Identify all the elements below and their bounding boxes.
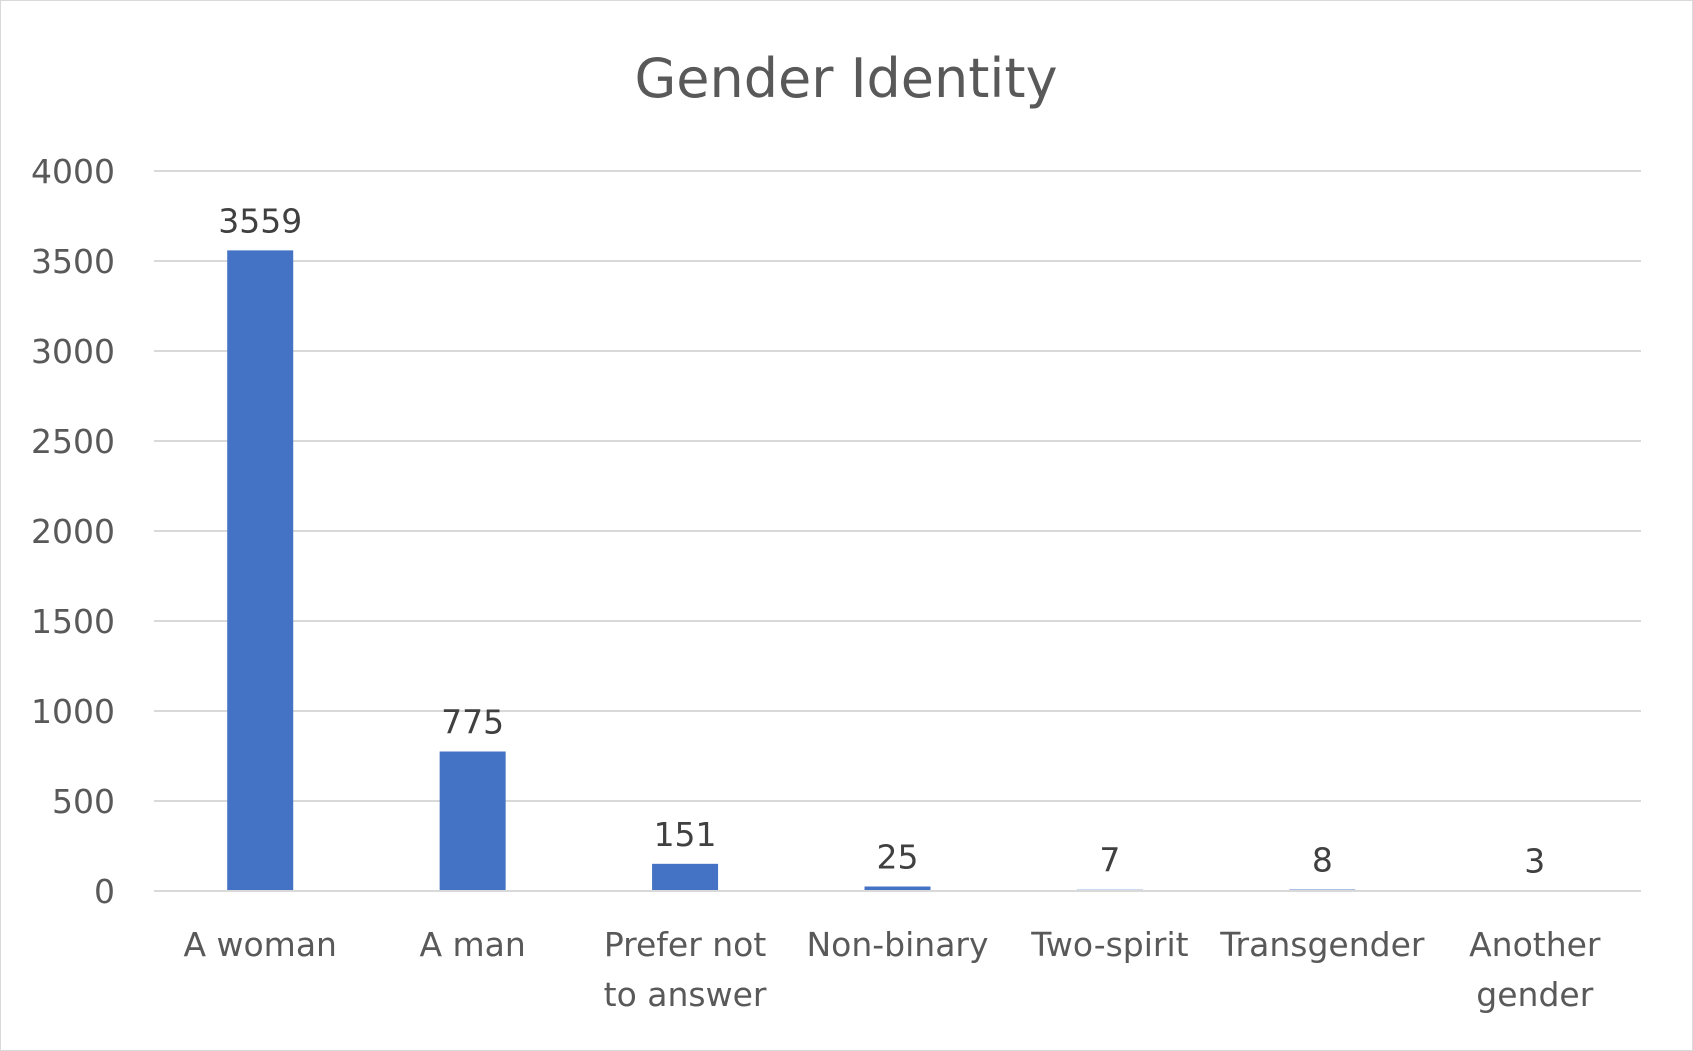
y-tick-label: 1000 (31, 692, 115, 731)
data-label: 775 (441, 703, 504, 742)
data-label: 3 (1524, 841, 1545, 880)
chart-title: Gender Identity (634, 47, 1057, 110)
bars (227, 250, 1568, 891)
x-category-label: Two-spirit (1030, 925, 1188, 964)
data-label: 151 (654, 815, 717, 854)
x-category-label: Non-binary (806, 925, 988, 964)
y-tick-label: 3000 (31, 332, 115, 371)
data-label: 7 (1099, 841, 1120, 880)
data-label: 25 (877, 838, 919, 877)
x-category-label: to answer (604, 975, 767, 1014)
data-label: 3559 (218, 201, 302, 240)
y-tick-label: 2500 (31, 422, 115, 461)
bar (864, 886, 931, 891)
x-category-label: A man (419, 925, 525, 964)
y-tick-label: 4000 (31, 152, 115, 191)
x-category-label: Transgender (1219, 925, 1425, 964)
y-axis-tick-labels: 0 500 1000 1500 2000 2500 3000 3500 4000 (31, 152, 115, 911)
x-category-label: A woman (183, 925, 337, 964)
gridlines (154, 170, 1641, 802)
bar (227, 250, 294, 891)
x-category-label: Another (1469, 925, 1601, 964)
y-tick-label: 1500 (31, 602, 115, 641)
bar (652, 863, 719, 891)
bar (439, 751, 506, 891)
y-tick-label: 3500 (31, 242, 115, 281)
y-tick-label: 2000 (31, 512, 115, 551)
x-category-label: gender (1476, 975, 1593, 1014)
data-labels: 3559 775 151 25 7 8 3 (218, 201, 1545, 880)
y-tick-label: 500 (52, 782, 115, 821)
data-label: 8 (1312, 841, 1333, 880)
x-category-label: Prefer not (604, 925, 767, 964)
y-tick-label: 0 (94, 872, 115, 911)
x-axis-category-labels: A woman A man Prefer not to answer Non-binar… (183, 925, 1600, 1014)
